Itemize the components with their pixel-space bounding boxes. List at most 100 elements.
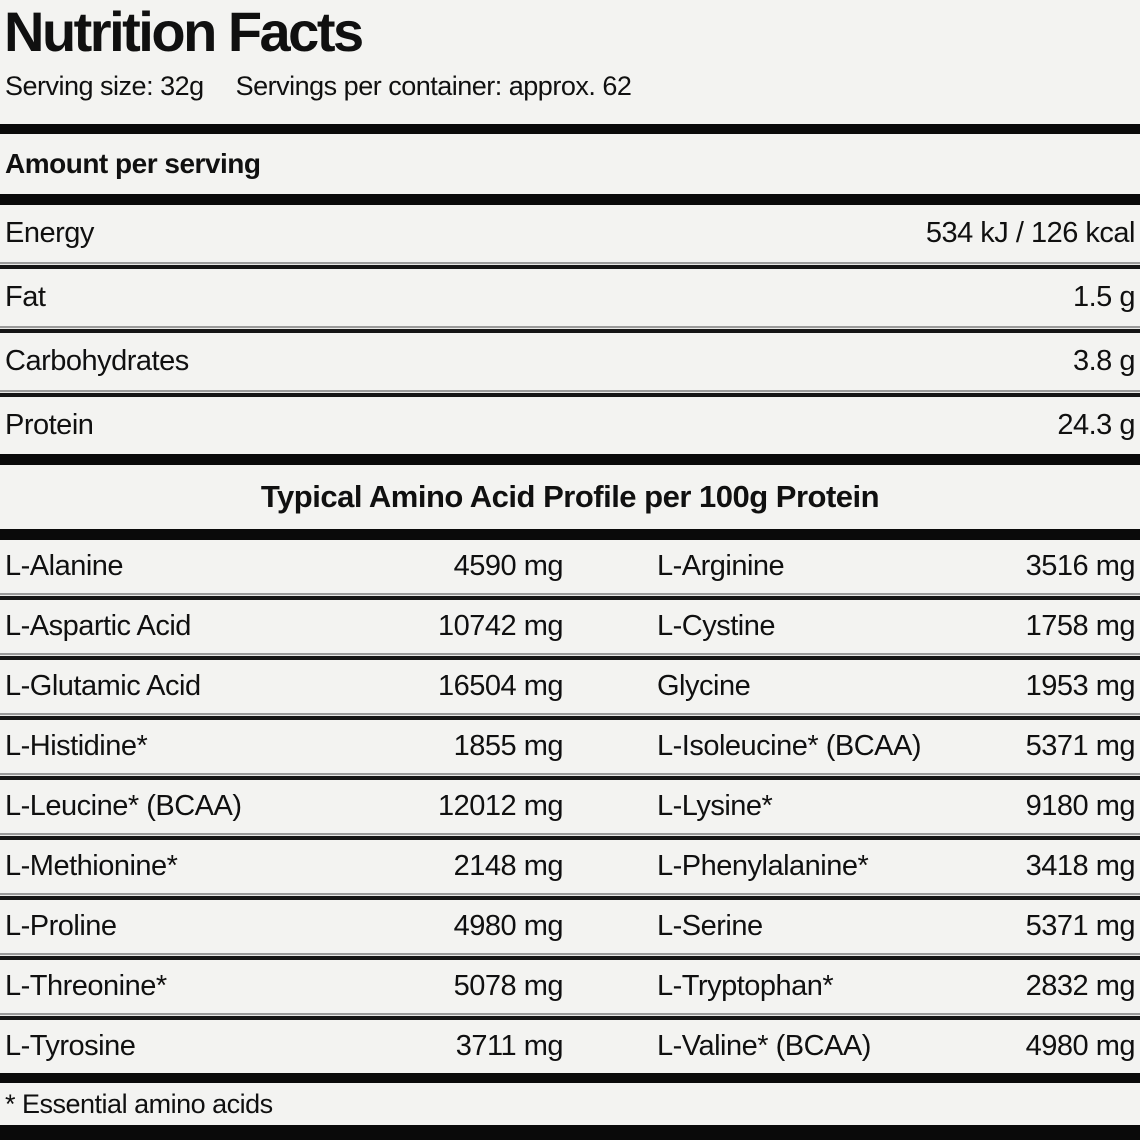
- amino-value: 2832 mg: [1025, 970, 1136, 1002]
- amino-label: L-Leucine* (BCAA): [5, 790, 242, 822]
- amino-cell: L-Aspartic Acid 10742 mg: [5, 610, 564, 643]
- amino-value: 10742 mg: [438, 610, 564, 642]
- amino-cell: L-Methionine* 2148 mg: [5, 850, 564, 883]
- amino-value: 1953 mg: [1025, 670, 1136, 702]
- amino-cell: L-Leucine* (BCAA) 12012 mg: [5, 790, 564, 823]
- amino-row: L-Glutamic Acid 16504 mg Glycine 1953 mg: [0, 660, 1140, 713]
- amino-row: L-Histidine* 1855 mg L-Isoleucine* (BCAA…: [0, 720, 1140, 773]
- amino-value: 9180 mg: [1025, 790, 1136, 822]
- amino-value: 3516 mg: [1025, 550, 1136, 582]
- amino-row: L-Tyrosine 3711 mg L-Valine* (BCAA) 4980…: [0, 1020, 1140, 1073]
- thick-divider: [0, 124, 1140, 134]
- amino-label: L-Proline: [5, 910, 117, 942]
- amino-label: L-Glutamic Acid: [5, 670, 201, 702]
- amino-row: L-Proline 4980 mg L-Serine 5371 mg: [0, 900, 1140, 953]
- amino-cell: L-Serine 5371 mg: [563, 910, 1136, 943]
- table-row-protein: Protein 24.3 g: [0, 397, 1140, 454]
- row-divider: [0, 773, 1140, 780]
- row-divider: [0, 953, 1140, 960]
- amino-cell: L-Histidine* 1855 mg: [5, 730, 564, 763]
- amino-cell: L-Valine* (BCAA) 4980 mg: [563, 1030, 1136, 1063]
- row-value: 3.8 g: [1073, 345, 1136, 377]
- servings-per-container: Servings per container: approx. 62: [235, 70, 632, 101]
- serving-size: Serving size: 32g: [5, 70, 204, 101]
- row-divider: [0, 326, 1140, 333]
- amino-label: L-Tyrosine: [5, 1030, 136, 1062]
- amino-row: L-Methionine* 2148 mg L-Phenylalanine* 3…: [0, 840, 1140, 893]
- amino-row: L-Aspartic Acid 10742 mg L-Cystine 1758 …: [0, 600, 1140, 653]
- amino-label: L-Methionine*: [5, 850, 178, 882]
- row-value: 24.3 g: [1057, 409, 1135, 441]
- amino-label: L-Lysine*: [657, 790, 773, 822]
- thick-divider: [0, 1073, 1140, 1083]
- thick-divider: [0, 194, 1140, 205]
- essential-amino-footnote: * Essential amino acids: [5, 1088, 273, 1119]
- row-value: 1.5 g: [1073, 281, 1136, 313]
- row-label: Energy: [5, 217, 94, 249]
- amino-label: L-Tryptophan*: [657, 970, 834, 1002]
- amino-value: 4980 mg: [453, 910, 564, 942]
- amino-label: L-Phenylalanine*: [657, 850, 869, 882]
- amino-value: 3418 mg: [1025, 850, 1136, 882]
- row-divider: [0, 833, 1140, 840]
- row-label: Fat: [5, 281, 46, 313]
- row-divider: [0, 593, 1140, 600]
- row-label: Carbohydrates: [5, 345, 189, 377]
- amino-label: L-Alanine: [5, 550, 124, 582]
- amino-cell: L-Proline 4980 mg: [5, 910, 564, 943]
- row-divider: [0, 1013, 1140, 1020]
- amino-row: L-Threonine* 5078 mg L-Tryptophan* 2832 …: [0, 960, 1140, 1013]
- amino-cell: L-Glutamic Acid 16504 mg: [5, 670, 564, 703]
- amino-label: L-Aspartic Acid: [5, 610, 191, 642]
- amino-label: L-Serine: [657, 910, 763, 942]
- amino-label: Glycine: [657, 670, 751, 702]
- amino-value: 4590 mg: [453, 550, 564, 582]
- amino-cell: L-Isoleucine* (BCAA) 5371 mg: [563, 730, 1136, 763]
- amino-value: 1855 mg: [453, 730, 564, 762]
- amino-cell: L-Phenylalanine* 3418 mg: [563, 850, 1136, 883]
- amino-label: L-Isoleucine* (BCAA): [657, 730, 921, 762]
- thick-divider: [0, 529, 1140, 540]
- row-divider: [0, 713, 1140, 720]
- row-divider: [0, 893, 1140, 900]
- amino-row: L-Leucine* (BCAA) 12012 mg L-Lysine* 918…: [0, 780, 1140, 833]
- amino-cell: L-Lysine* 9180 mg: [563, 790, 1136, 823]
- amount-per-serving-header: Amount per serving: [5, 148, 261, 179]
- page-title: Nutrition Facts: [4, 0, 364, 63]
- amino-row: L-Alanine 4590 mg L-Arginine 3516 mg: [0, 540, 1140, 593]
- amino-label: L-Arginine: [657, 550, 785, 582]
- amino-value: 3711 mg: [455, 1030, 564, 1062]
- serving-info: Serving size: 32g Servings per container:…: [0, 70, 1140, 102]
- row-divider: [0, 390, 1140, 397]
- amino-value: 4980 mg: [1025, 1030, 1136, 1062]
- thick-divider: [0, 454, 1140, 465]
- amino-cell: L-Threonine* 5078 mg: [5, 970, 564, 1003]
- amino-value: 5078 mg: [453, 970, 564, 1002]
- row-value: 534 kJ / 126 kcal: [925, 217, 1136, 249]
- amino-label: L-Histidine*: [5, 730, 148, 762]
- amino-cell: L-Tryptophan* 2832 mg: [563, 970, 1136, 1003]
- amino-value: 16504 mg: [438, 670, 564, 702]
- bottom-border-bar: [0, 1125, 1140, 1140]
- table-row-fat: Fat 1.5 g: [0, 269, 1140, 326]
- table-row-carbohydrates: Carbohydrates 3.8 g: [0, 333, 1140, 390]
- amino-cell: Glycine 1953 mg: [563, 670, 1136, 703]
- amino-cell: L-Tyrosine 3711 mg: [5, 1030, 564, 1063]
- amino-value: 12012 mg: [438, 790, 564, 822]
- amino-value: 5371 mg: [1025, 910, 1136, 942]
- amino-label: L-Valine* (BCAA): [657, 1030, 871, 1062]
- amino-cell: L-Cystine 1758 mg: [563, 610, 1136, 643]
- table-row-energy: Energy 534 kJ / 126 kcal: [0, 205, 1140, 262]
- amino-value: 2148 mg: [453, 850, 564, 882]
- row-divider: [0, 262, 1140, 269]
- amino-label: L-Cystine: [657, 610, 775, 642]
- amino-value: 1758 mg: [1025, 610, 1136, 642]
- row-divider: [0, 653, 1140, 660]
- amino-label: L-Threonine*: [5, 970, 167, 1002]
- amino-cell: L-Arginine 3516 mg: [563, 550, 1136, 583]
- amino-cell: L-Alanine 4590 mg: [5, 550, 564, 583]
- amino-acid-section-title: Typical Amino Acid Profile per 100g Prot…: [260, 479, 880, 514]
- row-label: Protein: [5, 409, 94, 441]
- amino-value: 5371 mg: [1025, 730, 1136, 762]
